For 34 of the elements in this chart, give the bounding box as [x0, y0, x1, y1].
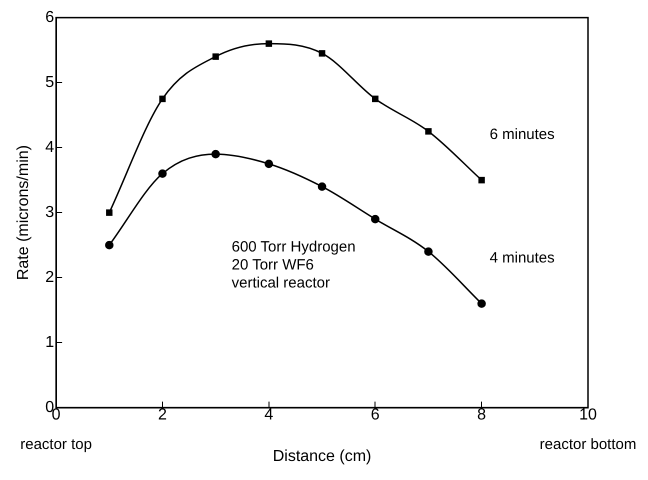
point: [425, 128, 432, 135]
y-tick-label: 2: [45, 269, 54, 286]
y-tick-label: 4: [45, 139, 54, 156]
point: [159, 96, 166, 102]
text: reactor top: [20, 436, 92, 454]
y-tick-label: 5: [45, 74, 54, 92]
text: reactor bottom: [540, 436, 636, 454]
point: [318, 50, 326, 57]
point: [212, 53, 219, 60]
y-axis-title: Rate (microns/min): [15, 145, 32, 280]
point: [211, 150, 220, 158]
y-tick-label: 1: [45, 334, 54, 352]
y-tick-label: 6: [45, 9, 54, 26]
point: [318, 182, 326, 191]
point: [372, 96, 378, 102]
x-axis-title: Distance (cm): [272, 448, 372, 465]
point: [424, 247, 433, 256]
point: [264, 160, 274, 168]
y-tick-label: 3: [45, 204, 54, 222]
point: [478, 176, 485, 184]
x-tick-label: 6: [370, 406, 380, 424]
point: [105, 240, 114, 250]
x-tick-label: 8: [477, 406, 486, 424]
x-tick-label: 4: [264, 406, 274, 424]
text: 6 minutes: [490, 126, 555, 144]
point: [158, 169, 167, 178]
point: [477, 299, 486, 308]
point: [266, 40, 272, 47]
x-tick-label: 2: [158, 406, 168, 424]
point: [106, 209, 113, 216]
annotation: 600 Torr Hydrogen 20 Torr WF6 vertical reactor: [232, 238, 356, 292]
point: [370, 214, 380, 224]
text: 4 minutes: [490, 250, 555, 267]
x-tick-label: 10: [579, 406, 597, 424]
